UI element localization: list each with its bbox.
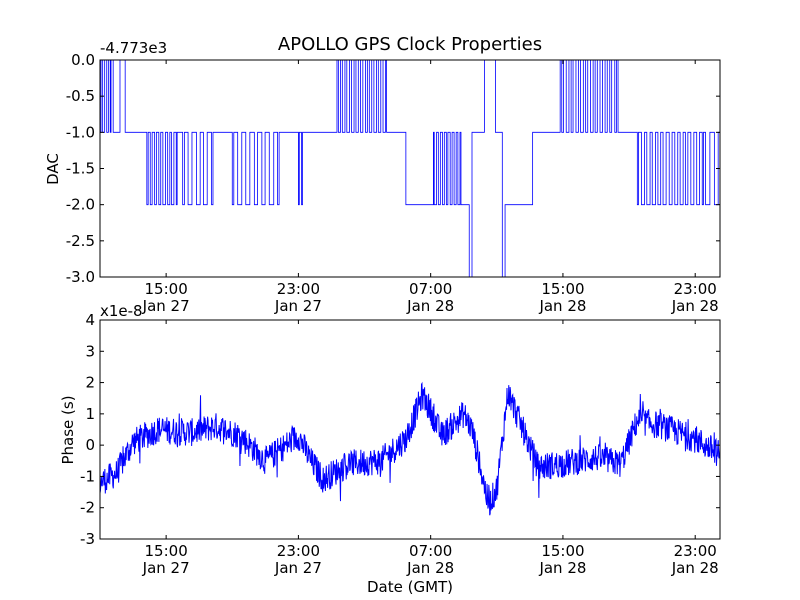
phase-panel: x1e-8 Phase (s) Date (GMT) 4 3 2 1 0 -1 -2 -3 15… xyxy=(59,302,721,596)
phase-xtick-date: Jan 27 xyxy=(142,559,190,577)
dac-ytick-label: -2.5 xyxy=(66,232,95,250)
phase-ytick-label: -1 xyxy=(80,467,95,485)
dac-y-axis-label: DAC xyxy=(44,153,62,185)
dac-xtick-date: Jan 28 xyxy=(671,297,719,315)
phase-ytick-label: -2 xyxy=(80,499,95,517)
dac-xtick-date: Jan 27 xyxy=(274,297,322,315)
dac-xtick-time: 23:00 xyxy=(277,280,320,298)
phase-ytick-label: 4 xyxy=(85,311,95,329)
dac-ytick-label: -2.0 xyxy=(66,196,95,214)
phase-x-axis-label: Date (GMT) xyxy=(367,578,453,596)
phase-ytick-label: 3 xyxy=(85,342,95,360)
phase-xtick-time: 23:00 xyxy=(277,542,320,560)
dac-xtick-time: 15:00 xyxy=(145,280,188,298)
dac-panel: -4.773e3 DAC 0.0 -0.5 -1.0 -1.5 -2.0 -2.5 -3.0… xyxy=(44,39,721,315)
dac-xtick-date: Jan 27 xyxy=(142,297,190,315)
phase-series-line xyxy=(99,381,721,516)
dac-ytick-label: -1.0 xyxy=(66,123,95,141)
dac-plot-area xyxy=(100,59,720,278)
phase-ytick-label: -3 xyxy=(80,530,95,548)
dac-xtick-date: Jan 28 xyxy=(538,297,586,315)
dac-offset-label: -4.773e3 xyxy=(100,39,167,57)
dac-xtick-time: 23:00 xyxy=(674,280,717,298)
phase-xtick-time: 23:00 xyxy=(674,542,717,560)
dac-xtick-time: 15:00 xyxy=(541,280,584,298)
dac-ytick-label: -1.5 xyxy=(66,160,95,178)
phase-xtick-date: Jan 28 xyxy=(406,559,454,577)
phase-offset-label: x1e-8 xyxy=(100,302,143,320)
phase-xtick-date: Jan 27 xyxy=(274,559,322,577)
dac-xtick-time: 07:00 xyxy=(409,280,452,298)
phase-y-axis-label: Phase (s) xyxy=(59,395,77,464)
phase-axes-frame xyxy=(99,319,721,540)
phase-xtick-date: Jan 28 xyxy=(538,559,586,577)
phase-xtick-time: 15:00 xyxy=(541,542,584,560)
dac-ytick-label: -0.5 xyxy=(66,87,95,105)
phase-plot-area xyxy=(99,381,721,516)
phase-xtick-time: 15:00 xyxy=(145,542,188,560)
figure-title: APOLLO GPS Clock Properties xyxy=(278,34,542,55)
phase-ytick-label: 1 xyxy=(85,405,95,423)
dac-ytick-label: -3.0 xyxy=(66,268,95,286)
dac-series-line xyxy=(100,59,720,278)
phase-xtick-date: Jan 28 xyxy=(671,559,719,577)
phase-xtick-time: 07:00 xyxy=(409,542,452,560)
dac-ytick-label: 0.0 xyxy=(71,51,95,69)
dac-xtick-date: Jan 28 xyxy=(406,297,454,315)
phase-ytick-label: 0 xyxy=(85,436,95,454)
phase-ytick-label: 2 xyxy=(85,374,95,392)
